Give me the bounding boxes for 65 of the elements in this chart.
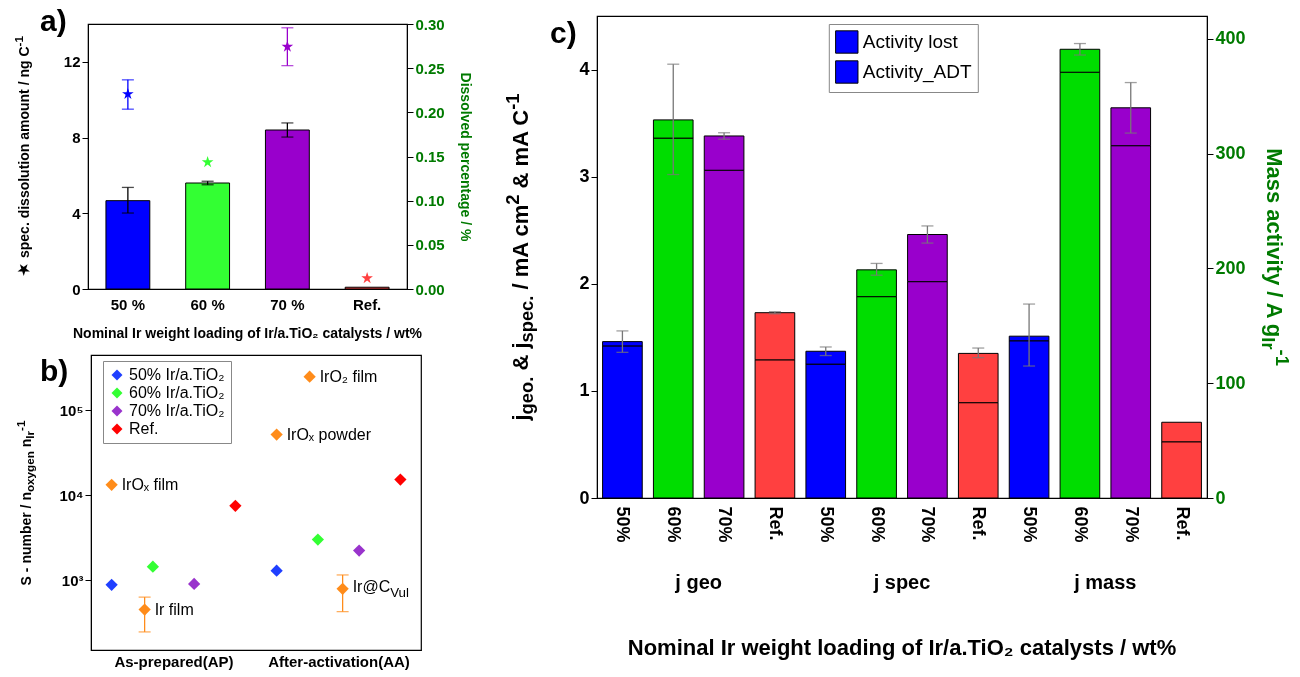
- x-tick-label: Ref.: [1172, 506, 1193, 541]
- text: j mass: [1074, 570, 1137, 594]
- legend-label: 50% Ir/a.TiO₂: [129, 366, 225, 383]
- chart-title: b): [40, 354, 69, 388]
- text: j spec: [873, 570, 931, 594]
- series-label: IrOₓ powder: [286, 425, 372, 444]
- chart-title: c): [550, 16, 577, 50]
- series-label: Ir@C$_{Vul}$: [352, 578, 409, 600]
- y2-tick-label: 0.25: [415, 59, 445, 77]
- x-tick-label: 50 %: [110, 295, 145, 313]
- legend-label: 60% Ir/a.TiO₂: [129, 384, 225, 401]
- y2-tick-label: 0.15: [415, 148, 445, 165]
- series-label: IrO₂ film: [319, 367, 378, 386]
- y2-tick-label: 0.30: [415, 15, 445, 33]
- y2-tick-label: 100: [1215, 372, 1246, 393]
- x-tick-label: 70%: [715, 506, 736, 543]
- x-tick-label: 50%: [613, 506, 634, 543]
- y-tick-label: 8: [72, 129, 81, 147]
- y2-axis-title: Dissolved percentage / %: [458, 72, 474, 241]
- x-tick-label: Ref.: [969, 506, 990, 541]
- y-tick-label: 4: [579, 59, 590, 80]
- y-tick-label: 2: [579, 273, 590, 294]
- point: [201, 156, 214, 168]
- series-label: Ir film: [154, 600, 194, 619]
- x-axis-title: Nominal Ir weight loading of Ir/a.TiO₂ catalysts / wt%: [72, 325, 423, 341]
- y2-tick-label: 300: [1215, 143, 1246, 164]
- y-tick-label: 4: [72, 204, 82, 222]
- y2-tick-label: 400: [1215, 28, 1246, 49]
- legend-label: 70% Ir/a.TiO₂: [129, 402, 225, 419]
- y-tick-label: 10³: [61, 571, 84, 589]
- y2-tick-label: 0.10: [415, 192, 445, 210]
- text: j geo: [675, 570, 722, 594]
- y2-tick-label: 0.00: [415, 280, 445, 298]
- x-tick-label: 60%: [664, 506, 685, 543]
- legend-label: Activity lost: [862, 31, 959, 52]
- y2-tick-label: 0: [1215, 487, 1226, 508]
- x-tick-label: 50%: [1020, 506, 1041, 543]
- x-tick-label: After-activation(AA): [268, 652, 410, 670]
- y-tick-label: 10⁴: [59, 486, 84, 504]
- bar: [185, 182, 231, 290]
- series-label: IrOₓ film: [121, 475, 179, 494]
- x-tick-label: 70 %: [270, 295, 305, 313]
- point: [361, 272, 373, 284]
- y-tick-label: 10⁵: [59, 401, 84, 419]
- y2-tick-label: 0.05: [415, 236, 445, 254]
- x-tick-label: 70%: [1121, 506, 1142, 543]
- x-tick-label: 70%: [918, 506, 939, 543]
- x-tick-label: Ref.: [765, 506, 786, 541]
- y-tick-label: 0: [579, 487, 590, 508]
- x-tick-label: As-prepared(AP): [114, 652, 234, 670]
- legend-label: Ref.: [129, 420, 159, 437]
- x-tick-label: 60 %: [190, 295, 225, 313]
- x-tick-label: Ref.: [352, 295, 382, 313]
- y-tick-label: 3: [579, 166, 590, 187]
- x-tick-label: 50%: [816, 506, 837, 543]
- y-tick-label: 12: [63, 53, 81, 71]
- chart-title: a): [40, 4, 67, 38]
- y-tick-label: 0: [72, 280, 81, 298]
- x-axis-title: Nominal Ir weight loading of Ir/a.TiO₂ catalysts / wt%: [627, 635, 1177, 661]
- y2-tick-label: 0.20: [415, 103, 445, 121]
- x-tick-label: 60%: [867, 506, 888, 543]
- y2-tick-label: 200: [1215, 257, 1246, 278]
- y-tick-label: 1: [579, 380, 590, 401]
- x-tick-label: 60%: [1070, 506, 1091, 543]
- legend-label: Activity_ADT: [862, 61, 972, 83]
